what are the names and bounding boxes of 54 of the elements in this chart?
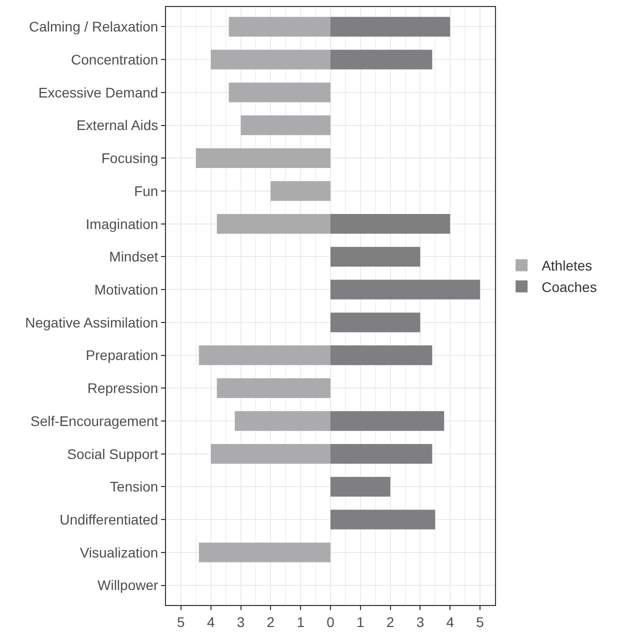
bar xyxy=(330,411,444,431)
x-tick-label: 0 xyxy=(326,614,335,630)
x-tick-label: 1 xyxy=(296,614,305,630)
x-tick-label: 5 xyxy=(476,614,484,630)
y-tick-label: Excessive Demand xyxy=(38,84,158,100)
bar xyxy=(228,16,330,37)
y-tick-label: Self-Encouragement xyxy=(30,412,158,429)
y-tick-label: Imagination xyxy=(86,216,158,232)
y-tick-label: Motivation xyxy=(94,281,158,298)
bar xyxy=(234,411,330,431)
bar xyxy=(330,16,450,37)
legend-label: Coaches xyxy=(542,278,597,295)
bar xyxy=(330,476,390,497)
y-tick-label: External Aids xyxy=(76,117,158,134)
bar xyxy=(330,214,450,234)
legend-label: Athletes xyxy=(542,258,592,274)
x-tick-label: 2 xyxy=(386,614,394,630)
x-tick-label: 1 xyxy=(356,614,365,630)
y-tick-label: Focusing xyxy=(101,150,158,166)
bar xyxy=(210,50,330,70)
y-tick-label: Tension xyxy=(110,478,158,495)
y-tick-label: Fun xyxy=(134,182,158,199)
y-tick-label: Undifferentiated xyxy=(60,511,158,528)
y-tick-label: Social Support xyxy=(67,446,158,462)
bar xyxy=(270,181,330,201)
y-tick-label: Visualization xyxy=(80,544,158,560)
bar xyxy=(330,345,432,366)
x-tick-label: 5 xyxy=(177,614,186,630)
y-tick-label: Calming / Relaxation xyxy=(29,18,158,35)
y-tick-label: Willpower xyxy=(98,577,159,594)
bar xyxy=(240,115,330,136)
y-tick-label: Negative Assimilation xyxy=(25,314,158,330)
bar xyxy=(196,148,330,168)
y-tick-label: Mindset xyxy=(109,248,158,265)
bar xyxy=(330,280,480,300)
x-tick-label: 3 xyxy=(416,614,424,630)
bar xyxy=(330,510,436,530)
bar xyxy=(330,444,432,464)
bar xyxy=(198,542,330,562)
bar xyxy=(216,378,330,398)
x-tick-label: 3 xyxy=(236,614,245,630)
y-tick-label: Repression xyxy=(87,380,158,396)
y-tick-label: Preparation xyxy=(86,347,158,364)
y-tick-label: Concentration xyxy=(71,51,158,68)
bar xyxy=(198,345,330,366)
x-tick-label: 4 xyxy=(446,614,454,630)
bar xyxy=(330,312,420,332)
bar xyxy=(216,214,330,234)
bar xyxy=(228,82,330,102)
x-tick-label: 2 xyxy=(266,614,275,630)
bar xyxy=(330,246,420,267)
x-tick-label: 4 xyxy=(206,614,215,630)
bar xyxy=(330,50,432,70)
bar xyxy=(210,444,330,464)
